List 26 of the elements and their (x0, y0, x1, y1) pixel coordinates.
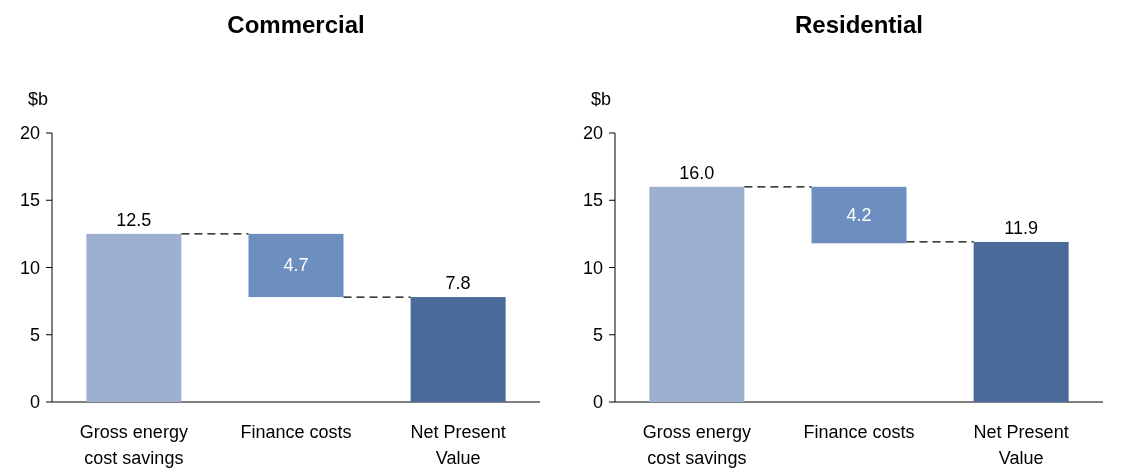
y-tick-label: 20 (582, 123, 603, 143)
y-tick-label: 20 (19, 123, 40, 143)
data-label: 4.2 (846, 205, 872, 226)
x-tick-label: Net Present Value (973, 422, 1069, 468)
y-tick-label: 0 (29, 392, 40, 412)
y-tick-label: 5 (29, 324, 40, 345)
data-label: 16.0 (679, 162, 715, 183)
chart-title: Residential (794, 11, 924, 38)
data-label: 7.8 (445, 273, 471, 294)
y-tick-label: 15 (582, 190, 603, 211)
x-tick-label: Gross energy cost savings (642, 422, 751, 468)
y-tick-label: 10 (582, 257, 603, 278)
y-axis-title: $b (28, 89, 49, 109)
data-label: 4.7 (283, 255, 309, 276)
x-tick-label: Finance costs (803, 422, 915, 442)
y-tick-label: 5 (592, 324, 603, 345)
y-axis-title: $b (591, 89, 612, 109)
data-label: 12.5 (116, 209, 152, 230)
x-tick-label: Finance costs (240, 422, 352, 442)
data-label: 11.9 (1004, 217, 1038, 238)
y-tick-label: 10 (19, 257, 40, 278)
x-tick-label: Net Present Value (410, 422, 506, 468)
x-tick-label: Gross energy cost savings (79, 422, 188, 468)
chart-title: Commercial (227, 11, 365, 38)
y-tick-label: 0 (592, 392, 603, 412)
y-tick-label: 15 (19, 190, 40, 211)
